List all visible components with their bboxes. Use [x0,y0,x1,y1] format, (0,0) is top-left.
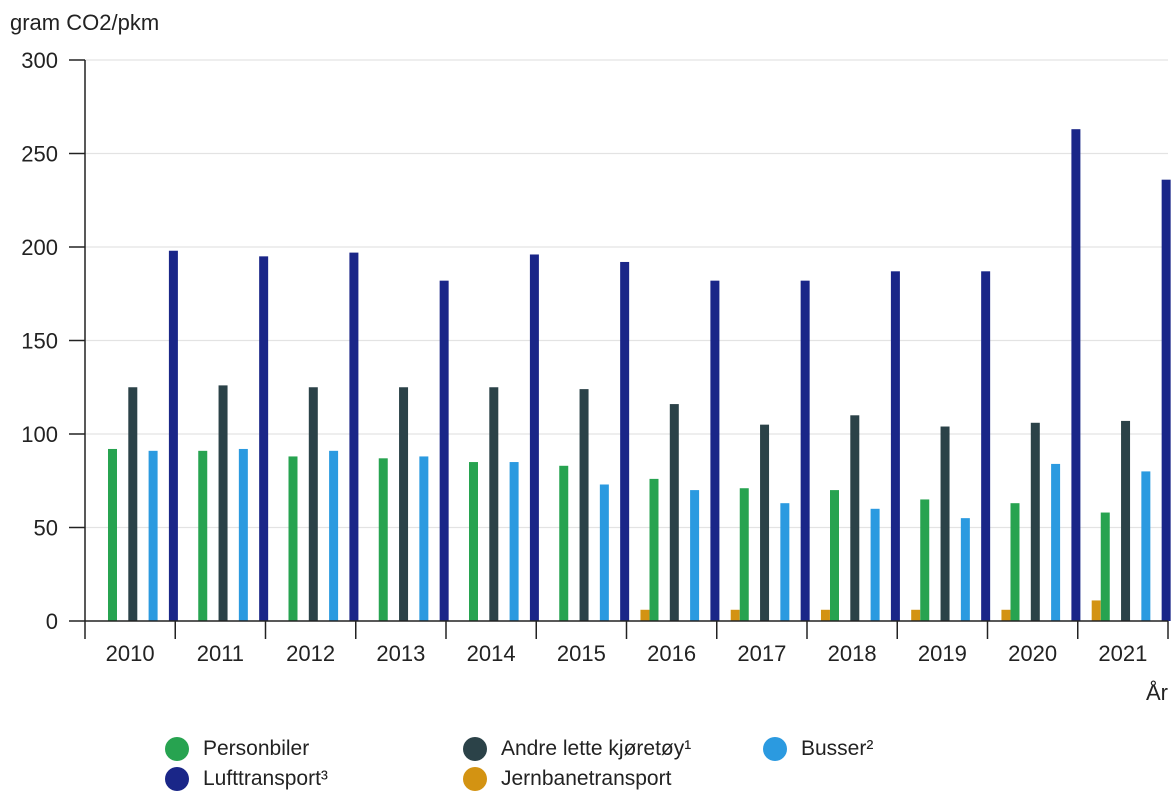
bar-lufttransport-2016 [710,280,720,621]
bar-busser-2017 [780,503,790,621]
bar-lufttransport-2017 [800,280,810,621]
bar-andrelettekjrety-2020 [1030,422,1040,621]
y-axis-label: gram CO2/pkm [10,10,159,35]
x-tick-label: 2013 [376,641,425,666]
y-tick-label: 0 [46,609,58,634]
bars [108,129,1171,622]
y-tick-label: 100 [21,422,58,447]
bar-busser-2018 [870,508,880,621]
x-tick-label: 2017 [737,641,786,666]
bar-andrelettekjrety-2021 [1121,420,1131,621]
bar-lufttransport-2012 [349,252,359,622]
x-tick-label: 2011 [197,641,244,666]
bar-personbiler-2019 [920,499,930,621]
bar-andrelettekjrety-2017 [760,424,770,621]
y-tick-label: 50 [34,516,58,541]
y-tick-label: 150 [21,329,58,354]
bar-busser-2016 [690,490,700,621]
x-tick-label: 2021 [1098,641,1147,666]
y-axis-ticks: 0 50 100 150 200 250 300 [21,48,85,634]
bar-personbiler-2020 [1010,503,1020,621]
bar-personbiler-2011 [198,450,208,621]
bar-andrelettekjrety-2014 [489,387,499,621]
bar-lufttransport-2011 [259,256,269,621]
bar-personbiler-2016 [649,478,659,621]
bar-jernbanetransport-2018 [911,609,921,621]
legend-label: Jernbanetransport [501,767,672,790]
bar-personbiler-2017 [739,488,749,621]
legend-swatch [463,767,487,791]
bar-lufttransport-2015 [620,261,630,621]
y-tick-label: 300 [21,48,58,73]
bar-personbiler-2021 [1100,512,1110,621]
bar-andrelettekjrety-2010 [128,387,138,621]
bar-lufttransport-2020 [1071,129,1081,621]
y-tick-label: 250 [21,142,58,167]
bar-jernbanetransport-2017 [820,609,830,621]
bar-busser-2021 [1141,471,1151,621]
x-tick-label: 2015 [557,641,606,666]
x-tick-label: 2018 [828,641,877,666]
bar-busser-2015 [599,484,609,621]
bar-personbiler-2018 [830,490,839,621]
x-tick-label: 2010 [106,641,155,666]
legend-swatch [763,737,787,761]
x-axis-ticks: 2010 2011 2012 2013 2014 2015 2016 2017 2018 2019… [84,621,1169,666]
bar-andrelettekjrety-2013 [399,387,409,621]
x-tick-label: 2014 [467,641,516,666]
bar-jernbanetransport-2019 [1001,609,1011,621]
bar-jernbanetransport-2015 [640,609,650,621]
bar-lufttransport-2021 [1161,179,1171,621]
legend-swatch [463,737,487,761]
x-tick-label: 2016 [647,641,696,666]
legend-item: Busser² [763,736,873,762]
y-tick-label: 200 [21,235,58,260]
legend-item: Personbiler [165,736,309,762]
bar-andrelettekjrety-2011 [218,385,228,621]
legend-label: Andre lette kjøretøy¹ [501,737,692,760]
bar-andrelettekjrety-2018 [850,415,860,621]
bar-busser-2012 [329,450,339,621]
legend-label: Lufttransport³ [203,767,328,790]
bar-andrelettekjrety-2019 [940,426,950,621]
bar-personbiler-2010 [108,448,117,621]
x-tick-label: 2012 [286,641,335,666]
legend: Personbiler Andre lette kjøretøy¹ Busser² L… [165,736,965,792]
bar-lufttransport-2010 [168,250,178,622]
legend-label: Busser² [801,737,874,760]
x-axis-label: År [1146,680,1168,705]
bar-andrelettekjrety-2012 [308,387,318,621]
x-tick-label: 2020 [1008,641,1057,666]
bar-lufttransport-2018 [890,271,900,621]
bar-jernbanetransport-2016 [730,609,740,621]
legend-item: Lufttransport³ [165,766,328,792]
bar-busser-2019 [960,518,970,621]
bar-lufttransport-2014 [529,254,539,622]
bar-lufttransport-2013 [439,280,449,621]
bar-chart: gram CO2/pkm 0 50 100 150 200 250 300 2010 2011… [10,10,1171,705]
bar-personbiler-2012 [288,456,298,621]
bar-busser-2011 [238,448,248,621]
legend-item: Jernbanetransport [463,766,671,792]
bar-andrelettekjrety-2016 [669,404,679,621]
bar-jernbanetransport-2020 [1091,600,1101,621]
bar-busser-2020 [1051,463,1061,621]
bar-personbiler-2014 [469,462,478,621]
bar-busser-2013 [419,456,429,621]
legend-swatch [165,767,189,791]
legend-label: Personbiler [203,737,310,760]
bar-busser-2014 [509,462,519,621]
legend-swatch [165,737,189,761]
bar-lufttransport-2019 [981,271,991,621]
bar-busser-2010 [148,450,158,621]
bar-andrelettekjrety-2015 [579,389,589,621]
bar-personbiler-2013 [378,458,388,621]
bar-personbiler-2015 [559,465,569,621]
x-tick-label: 2019 [918,641,967,666]
legend-item: Andre lette kjøretøy¹ [463,736,691,762]
